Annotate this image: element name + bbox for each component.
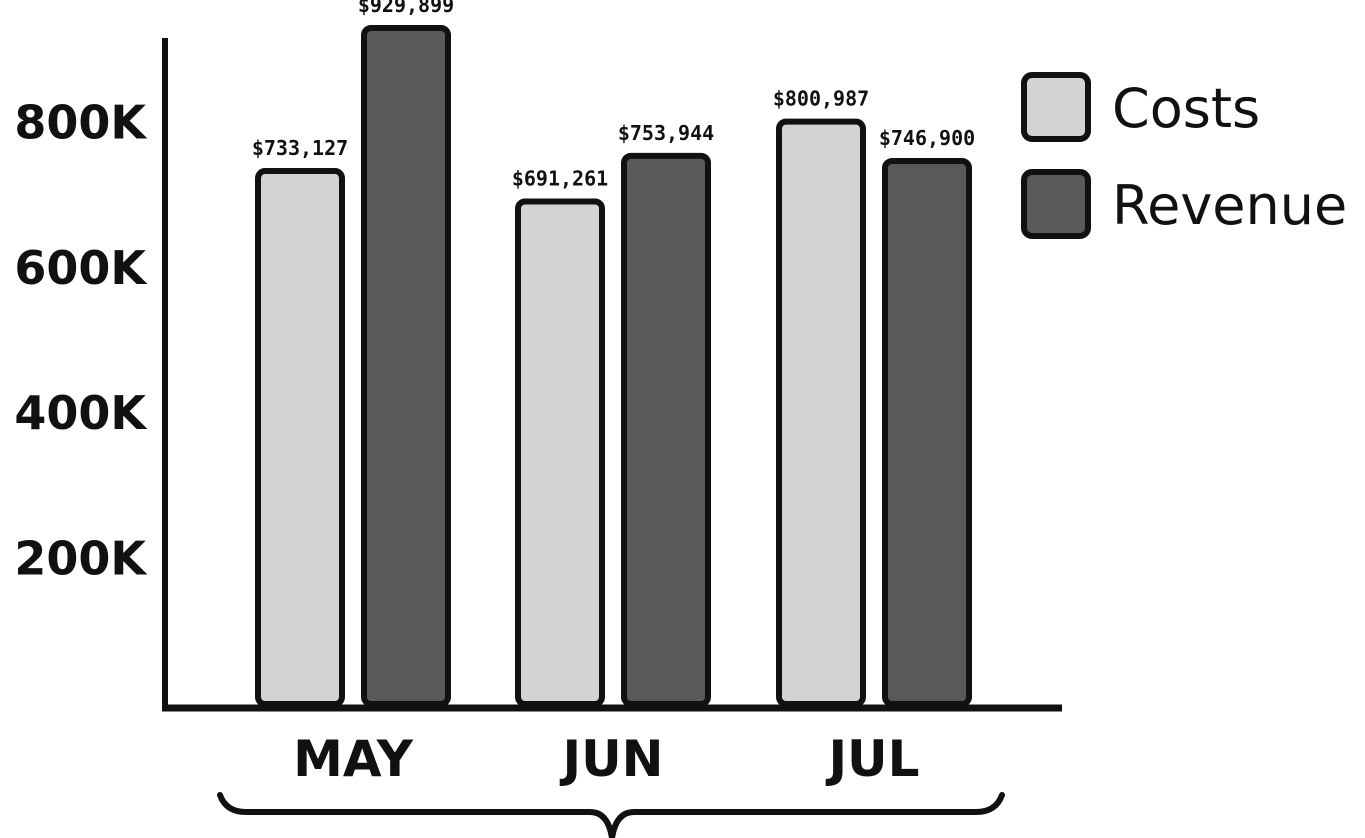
y-axis-ticks: 200K 400K 600K 800K xyxy=(14,95,148,585)
data-label: $691,261 xyxy=(512,166,608,190)
bars xyxy=(255,24,972,708)
legend: Costs Revenue xyxy=(1021,72,1347,239)
category-brace xyxy=(217,792,1005,838)
legend-swatch-revenue xyxy=(1021,169,1091,239)
data-label: $746,900 xyxy=(879,126,975,150)
x-tick-label: JUL xyxy=(825,730,919,788)
data-label: $929,899 xyxy=(358,0,454,17)
legend-swatch-costs xyxy=(1021,72,1091,142)
bar-costs-jun xyxy=(515,198,605,707)
x-tick-label: MAY xyxy=(293,730,414,788)
legend-label-revenue: Revenue xyxy=(1112,174,1347,237)
bar-revenue-may xyxy=(361,24,451,707)
legend-label-costs: Costs xyxy=(1112,77,1260,140)
data-label: $800,987 xyxy=(773,87,869,111)
x-tick-label: JUN xyxy=(559,730,663,788)
data-label: $753,944 xyxy=(618,121,714,145)
y-tick-label: 200K xyxy=(14,532,148,586)
bar-revenue-jun xyxy=(621,152,711,708)
data-labels: $733,127 $691,261 $800,987 $929,899 $753,944… xyxy=(252,0,975,190)
bar-costs-jul xyxy=(776,118,866,708)
y-tick-label: 400K xyxy=(14,386,148,440)
x-axis-ticks: MAY JUN JUL xyxy=(293,730,919,788)
bar-costs-may xyxy=(255,168,345,708)
bar-revenue-jul xyxy=(882,158,972,707)
y-tick-label: 600K xyxy=(14,241,148,295)
y-tick-label: 800K xyxy=(14,95,148,149)
data-label: $733,127 xyxy=(252,136,348,160)
